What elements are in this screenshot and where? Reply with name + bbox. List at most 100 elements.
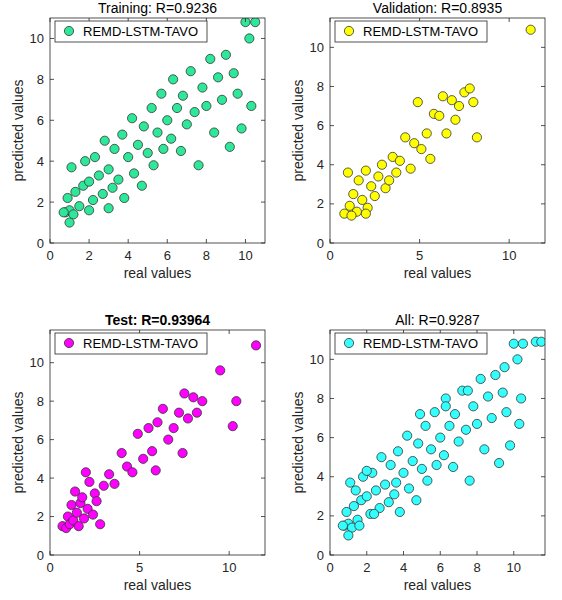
scatter-point (133, 140, 142, 149)
scatter-point (176, 146, 185, 155)
scatter-point (228, 422, 237, 431)
y-tick (261, 38, 265, 39)
y-tick (261, 202, 265, 203)
scatter-point (370, 509, 379, 518)
scatter-point (476, 374, 485, 383)
scatter-point (178, 91, 187, 100)
scatter-point (194, 161, 203, 170)
x-tick (419, 239, 420, 243)
scatter-point (421, 421, 430, 430)
scatter-point (502, 408, 511, 417)
scatter-point (172, 103, 181, 112)
y-tick (261, 555, 265, 556)
y-tick-label: 0 (317, 236, 324, 251)
y-tick-label: 6 (37, 113, 44, 128)
scatter-point (441, 402, 450, 411)
scatter-point (225, 142, 234, 151)
background (0, 0, 562, 600)
x-axis-label: real values (124, 577, 192, 593)
scatter-point (153, 128, 162, 137)
y-tick (50, 439, 54, 440)
scatter-point (198, 397, 207, 406)
scatter-point (251, 18, 260, 27)
panel: 05100246810Test: R=0.93964real valuespre… (10, 312, 265, 593)
scatter-point (213, 73, 222, 82)
scatter-point (349, 189, 358, 198)
y-tick (50, 478, 54, 479)
scatter-point (518, 339, 527, 348)
y-tick (50, 161, 54, 162)
scatter-point (69, 210, 78, 219)
scatter-point (100, 136, 109, 145)
x-tick-label: 0 (46, 560, 53, 575)
y-tick-label: 2 (317, 508, 324, 523)
x-tick-label: 6 (437, 560, 444, 575)
x-tick (50, 18, 51, 22)
scatter-point (463, 386, 472, 395)
y-axis-label: predicted values (10, 392, 26, 494)
scatter-point (169, 75, 178, 84)
scatter-point (487, 413, 496, 422)
axes-frame (330, 18, 545, 243)
y-tick (50, 38, 54, 39)
scatter-point (494, 458, 503, 467)
scatter-point (78, 493, 87, 502)
scatter-point (465, 476, 474, 485)
scatter-point (500, 363, 509, 372)
y-tick (50, 120, 54, 121)
scatter-point (436, 433, 445, 442)
scatter-point (432, 460, 441, 469)
scatter-point (465, 84, 474, 93)
scatter-point (183, 414, 192, 423)
y-tick-label: 6 (37, 432, 44, 447)
scatter-point (163, 116, 172, 125)
y-tick-label: 0 (37, 548, 44, 563)
scatter-point (65, 218, 74, 227)
scatter-point (426, 445, 435, 454)
panel: 02468100246810Training: R=0.9236real val… (10, 0, 265, 281)
scatter-point (88, 510, 97, 519)
axes-frame (330, 330, 545, 555)
scatter-point (88, 195, 97, 204)
scatter-point (390, 490, 399, 499)
y-tick (541, 243, 545, 244)
scatter-point (346, 478, 355, 487)
scatter-point (128, 468, 137, 477)
y-tick-label: 6 (317, 118, 324, 133)
y-tick (330, 164, 334, 165)
legend-label: REMD-LSTM-TAVO (83, 336, 198, 351)
scatter-point (361, 166, 370, 175)
legend-marker (64, 338, 73, 347)
y-tick-label: 8 (37, 394, 44, 409)
y-tick (541, 164, 545, 165)
scatter-point (480, 445, 489, 454)
scatter-point (84, 177, 93, 186)
y-axis-label: predicted values (290, 80, 306, 182)
legend-label: REMD-LSTM-TAVO (83, 24, 198, 39)
chart-title: Training: R=0.9236 (98, 0, 217, 16)
x-tick-label: 10 (507, 560, 521, 575)
y-tick (330, 125, 334, 126)
y-tick (541, 555, 545, 556)
scatter-point (403, 431, 412, 440)
x-tick (330, 18, 331, 22)
y-tick (261, 478, 265, 479)
scatter-point (445, 421, 454, 430)
y-tick-label: 10 (30, 31, 44, 46)
scatter-point (351, 486, 360, 495)
scatter-point (241, 18, 250, 27)
scatter-point (190, 107, 199, 116)
y-tick (50, 362, 54, 363)
scatter-point (114, 175, 123, 184)
legend: REMD-LSTM-TAVO (335, 21, 487, 42)
y-tick (330, 555, 334, 556)
scatter-point (189, 393, 198, 402)
legend-marker (344, 26, 353, 35)
axes-frame (50, 18, 265, 243)
scatter-point (381, 480, 390, 489)
x-tick-label: 8 (203, 248, 210, 263)
scatter-point (174, 408, 183, 417)
scatter-point (169, 423, 178, 432)
scatter-point (139, 122, 148, 131)
x-tick-label: 5 (136, 560, 143, 575)
